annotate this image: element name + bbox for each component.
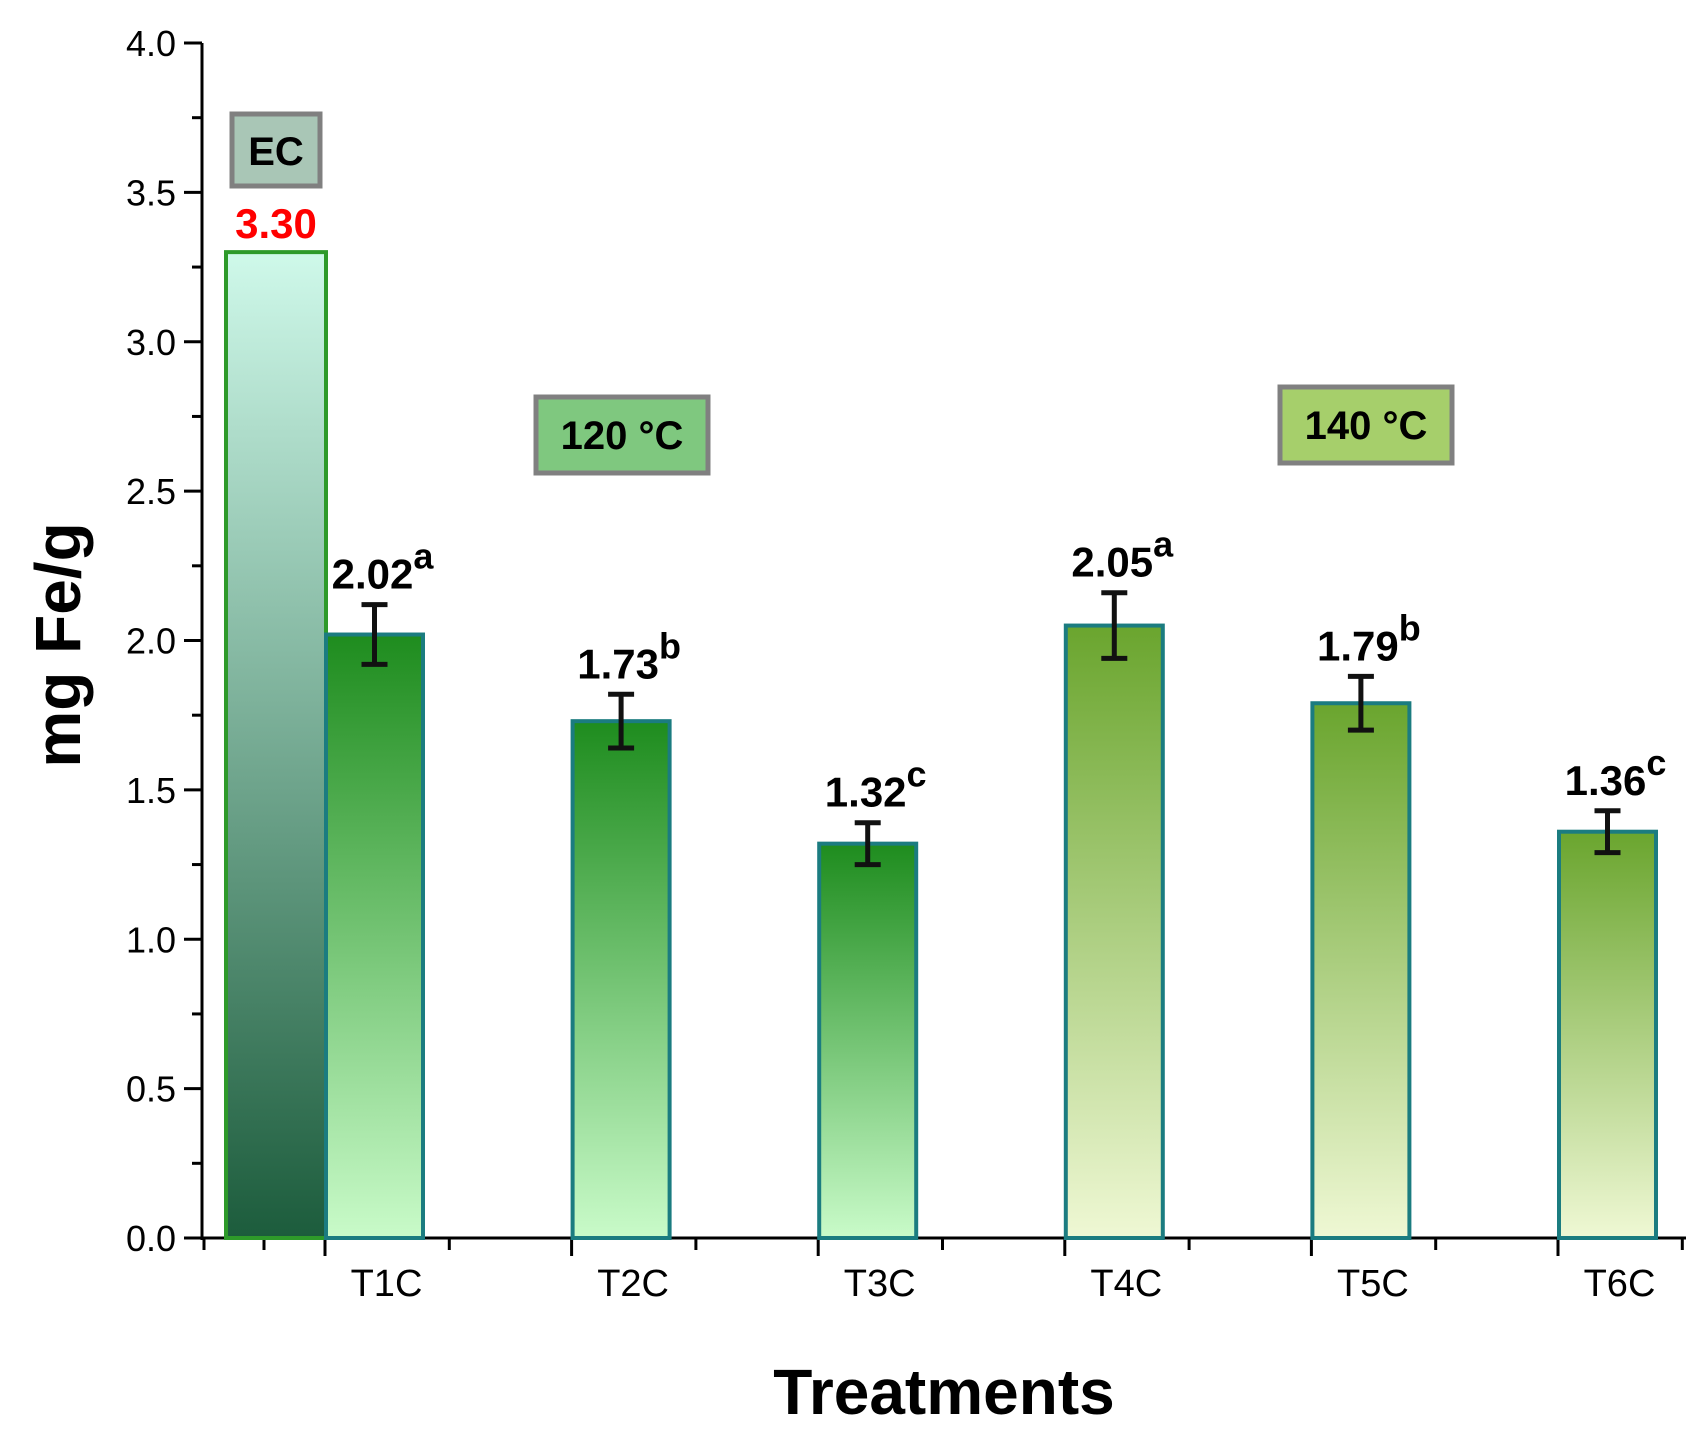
value-label-t4c: 2.05a	[1071, 524, 1174, 586]
y-axis-label: mg Fe/g	[22, 522, 94, 767]
y-tick-label: 1.5	[126, 770, 176, 811]
group-label-ec: EC	[248, 130, 304, 174]
y-tick-label: 2.5	[126, 471, 176, 512]
value-label-t3c: 1.32c	[825, 754, 927, 816]
x-axis-label: Treatments	[773, 1356, 1114, 1428]
bar-t2c	[570, 719, 672, 1240]
value-label-t6c: 1.36c	[1565, 742, 1667, 804]
bar-t5c	[1310, 701, 1412, 1240]
bars	[224, 250, 1658, 1241]
bar-t3c	[817, 841, 919, 1241]
y-tick-label: 1.0	[126, 919, 176, 960]
group-box-120	[533, 394, 711, 476]
x-tick-label-t1c: T1C	[351, 1263, 423, 1305]
bar-t4c	[1063, 623, 1165, 1240]
bar-t6c	[1557, 829, 1658, 1240]
group-box-140	[1277, 384, 1455, 466]
bar-ec	[224, 250, 328, 1240]
axes: 0.0 0.5 1.0 1.5 2.0 2.5 3.0 3.5 4.0 T1C T2C T3C T4C T…	[126, 23, 1686, 1305]
x-tick-label-t6c: T6C	[1584, 1263, 1656, 1305]
y-tick-label: 3.5	[126, 172, 176, 213]
value-label-t5c: 1.79b	[1317, 607, 1421, 669]
x-tick-label-t4c: T4C	[1090, 1263, 1162, 1305]
group-label-140: 140 °C	[1305, 404, 1428, 448]
y-tick-label: 3.0	[126, 322, 176, 363]
group-label-120: 120 °C	[561, 414, 684, 458]
x-tick-label-t2c: T2C	[597, 1263, 669, 1305]
group-box-ec	[229, 111, 323, 189]
y-tick-label: 0.5	[126, 1069, 176, 1110]
value-label-t1c: 2.02a	[332, 536, 435, 598]
x-tick-label-t5c: T5C	[1337, 1263, 1409, 1305]
x-tick-label-t3c: T3C	[844, 1263, 916, 1305]
bar-t1c	[324, 632, 425, 1240]
y-tick-label: 2.0	[126, 621, 176, 662]
labels: 3.30 EC 2.02a 1.73b 1.32c 2.05a 1.79b 1.36c 120 …	[229, 111, 1667, 816]
value-label-ec: 3.30	[235, 200, 317, 247]
value-label-t2c: 1.73b	[577, 625, 681, 687]
y-tick-label: 0.0	[126, 1218, 176, 1259]
y-tick-label: 4.0	[126, 23, 176, 64]
